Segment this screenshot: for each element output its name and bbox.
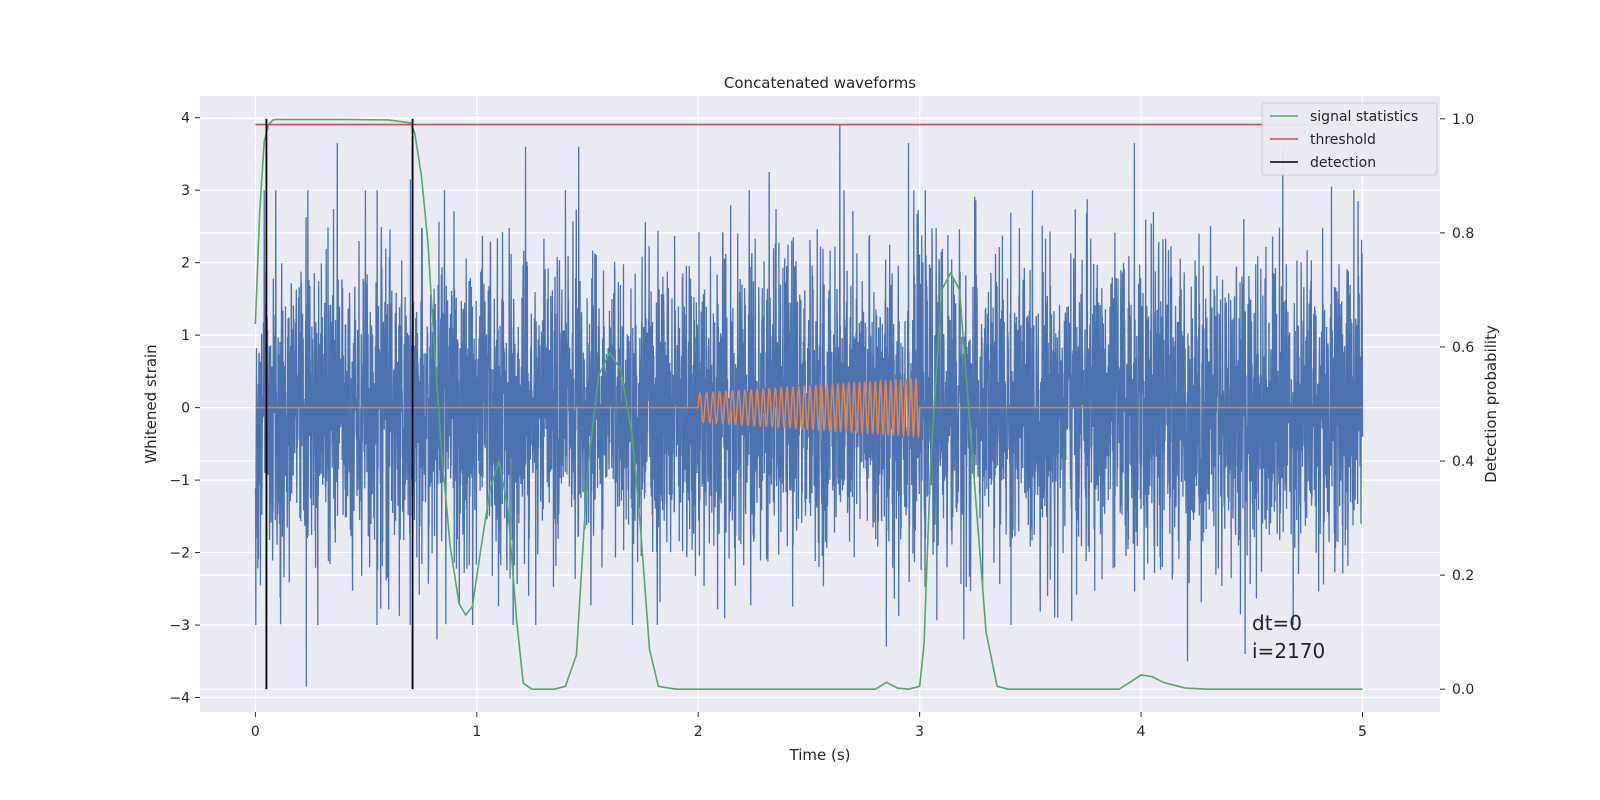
legend-label-threshold: threshold: [1310, 132, 1376, 148]
signal-statistics-series: [254, 118, 1363, 690]
y-axis-ticks: −4 −3 −2 −1 0 1 2 3 4: [169, 111, 200, 707]
y2-tick-label: 0.4: [1452, 454, 1474, 470]
x-axis-ticks: 0 1 2 3 4 5: [251, 712, 1367, 740]
y-tick-label: −1: [169, 473, 190, 489]
y-tick-label: 1: [181, 328, 190, 344]
y-tick-label: 2: [181, 256, 190, 272]
y2-axis-label: Detection probability: [1482, 325, 1500, 483]
x-tick-label: 3: [915, 724, 924, 740]
legend-box: [1261, 102, 1438, 176]
x-axis-label: Time (s): [789, 746, 851, 764]
y2-tick-label: 1.0: [1452, 112, 1474, 128]
x-tick-label: 4: [1137, 724, 1146, 740]
legend-label-signal-statistics: signal statistics: [1310, 109, 1418, 125]
y-tick-label: 4: [181, 111, 190, 127]
y2-tick-label: 0.6: [1452, 340, 1474, 356]
y-tick-label: −3: [169, 618, 190, 634]
whitened-strain-series: [254, 124, 1364, 687]
y-tick-label: 0: [181, 401, 190, 417]
y-axis-label: Whitened strain: [142, 344, 160, 463]
y-tick-label: −4: [169, 691, 190, 707]
x-tick-label: 2: [694, 724, 703, 740]
template-waveform-line: [255, 376, 1363, 439]
x-tick-label: 1: [472, 724, 481, 740]
annotation-index: i=2170: [1252, 639, 1325, 663]
legend-label-detection: detection: [1310, 155, 1376, 171]
y2-axis-ticks: 0.0 0.2 0.4 0.6 0.8 1.0: [1440, 112, 1474, 698]
y2-tick-label: 0.2: [1452, 568, 1474, 584]
x-tick-label: 0: [251, 724, 260, 740]
y2-tick-label: 0.8: [1452, 226, 1474, 242]
legend: signal statistics threshold detection: [1261, 102, 1438, 176]
y2-tick-label: 0.0: [1452, 682, 1474, 698]
chart-title: Concatenated waveforms: [724, 74, 916, 92]
detection-series: [265, 118, 414, 690]
template-waveform-series: [255, 376, 1363, 439]
y-tick-label: 3: [181, 183, 190, 199]
y-tick-label: −2: [169, 546, 190, 562]
x-tick-label: 5: [1358, 724, 1367, 740]
annotation-dt: dt=0: [1252, 611, 1302, 635]
signal-statistics-line: [254, 118, 1363, 690]
whitened-strain-line: [254, 124, 1364, 687]
